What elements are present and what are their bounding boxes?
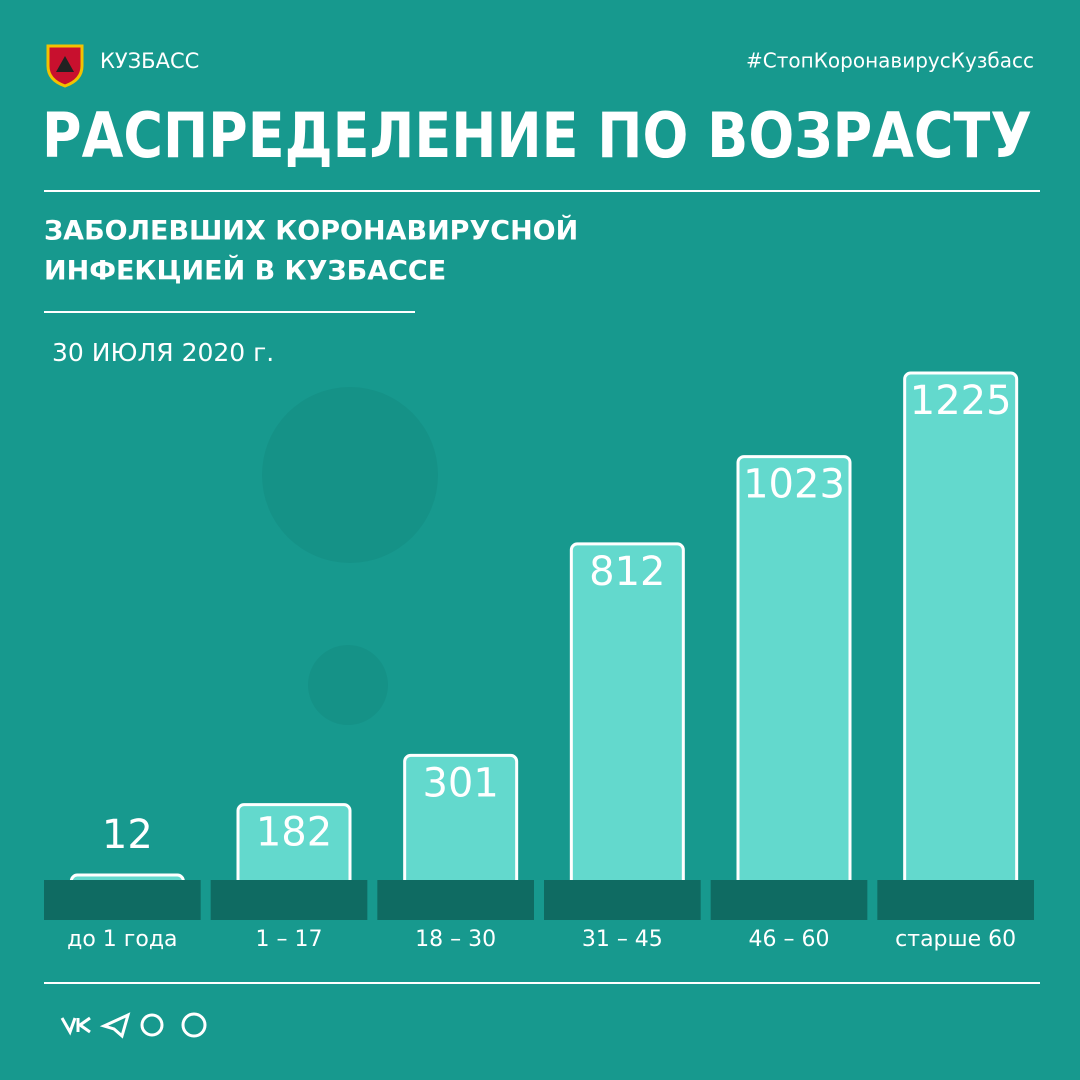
date: 30 ИЮЛЯ 2020 г.	[52, 338, 274, 367]
chart-title: РАСПРЕДЕЛЕНИЕ ПО ВОЗРАСТУ	[42, 99, 1032, 172]
x-tick-label: 18 – 30	[415, 927, 496, 952]
bar	[736, 455, 852, 902]
x-tick-label: 1 – 17	[256, 927, 323, 952]
virus-decoration	[262, 387, 438, 725]
x-tick-label: 31 – 45	[582, 927, 663, 952]
logo	[46, 44, 84, 88]
x-tick-label: 46 – 60	[749, 927, 830, 952]
bar	[903, 371, 1019, 902]
bar	[569, 542, 685, 902]
value-label: 12	[102, 812, 153, 858]
base-band	[877, 880, 1034, 920]
base-band	[377, 880, 534, 920]
value-label: 301	[422, 760, 498, 806]
x-tick-label: старше 60	[895, 927, 1016, 952]
base-band	[710, 880, 868, 920]
value-label: 182	[256, 810, 332, 856]
value-label: 1225	[910, 378, 1012, 424]
value-label: 812	[589, 549, 665, 595]
hashtag: #СтопКоронавирусКузбасс	[746, 49, 1034, 73]
x-tick-label: до 1 года	[67, 927, 177, 952]
base-band	[210, 880, 368, 920]
base-band	[544, 880, 701, 920]
social-icons	[60, 1012, 207, 1039]
base-band	[44, 880, 201, 920]
plot: 12 182 301 812 1023 1225 до 1 года 1 – 17 18 – 3…	[44, 371, 1034, 952]
subtitle-line: ИНФЕКЦИЕЙ В КУЗБАССЕ	[44, 255, 446, 287]
subtitle-line: ЗАБОЛЕВШИХ КОРОНАВИРУСНОЙ	[44, 215, 578, 247]
value-label: 1023	[743, 462, 845, 508]
brand: КУЗБАСС	[100, 49, 199, 73]
